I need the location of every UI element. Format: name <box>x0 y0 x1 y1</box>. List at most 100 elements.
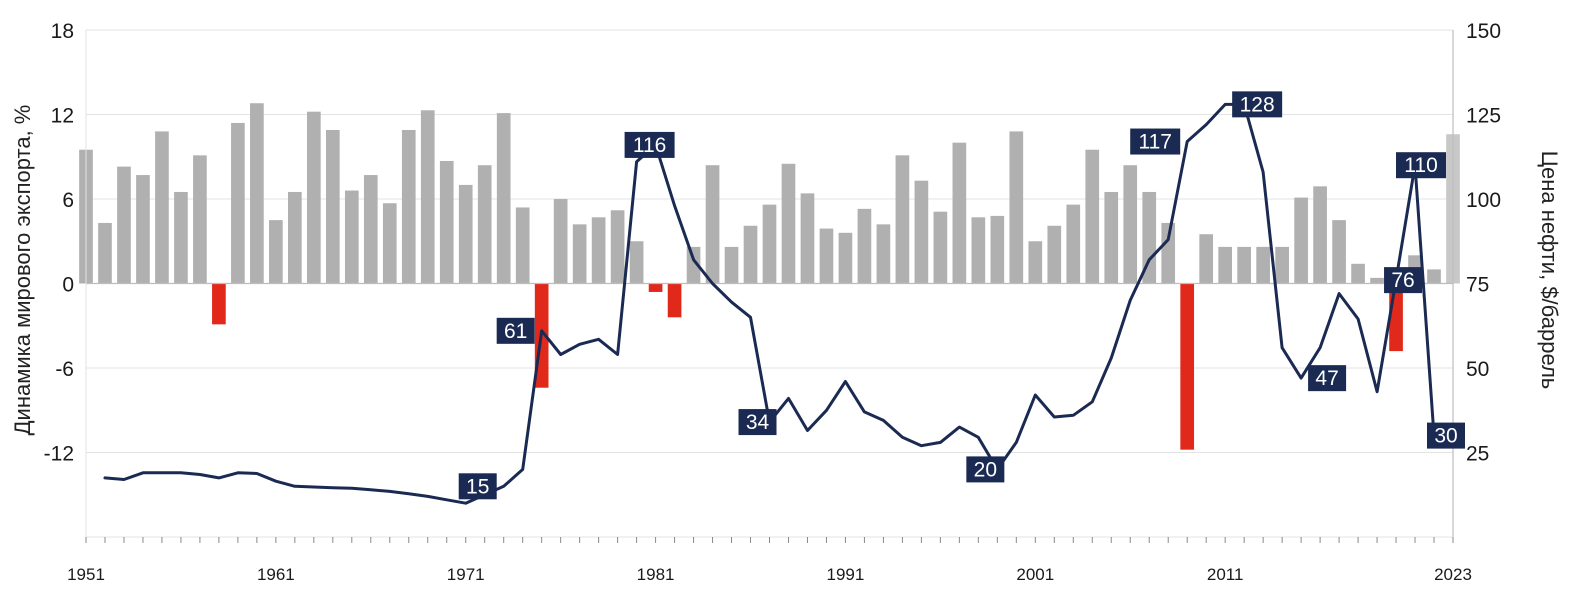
bar-2005 <box>1104 191 1119 284</box>
callout-label: 117 <box>1138 131 1171 154</box>
callout-box <box>496 317 535 344</box>
callout-117: 117 <box>1130 128 1181 155</box>
bar-2019 <box>1370 277 1384 284</box>
y-axis-left-label: Динамика мирового экспорта, % <box>10 105 35 436</box>
callout-label: 61 <box>504 320 527 343</box>
bar-2001 <box>1028 241 1043 284</box>
callout-box <box>1232 91 1283 118</box>
bar-1957 <box>193 155 207 284</box>
x-tick-label: 2001 <box>1016 565 1054 584</box>
callout-label: 110 <box>1404 154 1437 177</box>
y-right-tick-label: 50 <box>1466 358 1489 381</box>
bar-1952 <box>98 222 112 284</box>
y-left-tick-label: 12 <box>51 105 74 128</box>
bar-1979 <box>610 210 625 284</box>
callout-box <box>966 456 1005 483</box>
bar-1956 <box>174 191 188 284</box>
callout-box <box>1427 422 1465 449</box>
bar-1996 <box>933 211 948 284</box>
callout-76: 76 <box>1384 267 1423 294</box>
x-tick-label: 1971 <box>447 565 485 584</box>
bar-1984 <box>705 165 720 284</box>
bar-2017 <box>1332 220 1346 284</box>
callout-110: 110 <box>1396 152 1447 179</box>
bar-1998 <box>971 217 986 284</box>
bar-1986 <box>743 225 758 284</box>
bar-2013 <box>1256 246 1270 284</box>
y-left-tick-label: -12 <box>44 443 74 466</box>
y-right-tick-label: 150 <box>1466 20 1501 43</box>
x-tick-label: 2011 <box>1207 565 1244 584</box>
bar-1965 <box>344 190 359 284</box>
bar-2008 <box>1161 222 1176 284</box>
bar-1991 <box>838 232 853 284</box>
callout-label: 20 <box>974 458 997 481</box>
x-tick-label: 2023 <box>1434 565 1472 584</box>
bar-1972 <box>477 165 492 284</box>
bar-1969 <box>420 110 435 284</box>
bar-1974 <box>515 207 530 284</box>
bar-1977 <box>572 224 587 284</box>
bar-1997 <box>952 142 967 284</box>
bar-1966 <box>363 175 378 284</box>
callout-box <box>1308 365 1347 392</box>
x-tick-label: 1991 <box>827 565 865 584</box>
callout-30: 30 <box>1427 422 1465 449</box>
y-axis-right-label: Цена нефти, $/баррель <box>1537 151 1562 390</box>
bar-2010 <box>1199 234 1214 284</box>
bar-1959 <box>231 122 245 284</box>
bar-1985 <box>724 246 739 284</box>
bar-2014 <box>1275 246 1289 284</box>
callout-box <box>738 409 777 436</box>
callout-116: 116 <box>624 131 675 158</box>
y-left-tick-label: -6 <box>55 358 74 381</box>
bar-2006 <box>1123 165 1138 284</box>
x-tick-label: 1981 <box>637 565 675 584</box>
bar-1992 <box>857 208 872 284</box>
callout-128: 128 <box>1232 91 1283 118</box>
bar-1993 <box>876 224 891 284</box>
bar-2000 <box>1009 131 1024 284</box>
bar-1989 <box>800 193 815 284</box>
bar-1961 <box>269 220 283 284</box>
callout-20: 20 <box>966 456 1005 483</box>
y-left-tick-label: 0 <box>62 274 74 297</box>
y-left-tick-label: 6 <box>62 189 74 212</box>
bar-1973 <box>496 113 511 284</box>
bar-1982 <box>667 283 682 318</box>
bar-1978 <box>591 217 606 284</box>
callout-label: 128 <box>1240 93 1275 116</box>
bar-1964 <box>325 129 340 284</box>
y-right-tick-label: 75 <box>1466 274 1489 297</box>
bar-2009 <box>1180 283 1195 450</box>
x-tick-label: 1951 <box>67 565 105 584</box>
callout-label: 47 <box>1315 367 1338 390</box>
y-right-tick-label: 100 <box>1466 189 1501 212</box>
callout-box <box>1396 152 1447 179</box>
bar-2012 <box>1237 246 1251 284</box>
callout-label: 30 <box>1434 425 1457 448</box>
bar-1971 <box>458 184 473 284</box>
bar-1983 <box>686 246 701 284</box>
oil-price-line-group <box>103 102 1436 505</box>
bar-1981 <box>648 283 663 292</box>
y-right-tick-label: 125 <box>1466 105 1501 128</box>
bar-2002 <box>1047 225 1062 284</box>
bar-2007 <box>1142 191 1157 284</box>
bar-2018 <box>1351 263 1365 284</box>
bar-1962 <box>288 191 302 284</box>
bar-1968 <box>401 129 416 284</box>
callout-label: 15 <box>466 475 489 498</box>
bar-1955 <box>155 131 169 284</box>
callout-34: 34 <box>738 409 777 436</box>
oil-price-line <box>103 102 1436 505</box>
bar-1960 <box>250 103 264 284</box>
y-left-tick-label: 18 <box>51 20 74 43</box>
callout-label: 76 <box>1391 269 1414 292</box>
bar-1976 <box>553 199 568 284</box>
bar-1990 <box>819 228 834 284</box>
bar-1967 <box>382 203 397 284</box>
bar-1994 <box>895 155 910 284</box>
callout-label: 34 <box>746 411 770 434</box>
